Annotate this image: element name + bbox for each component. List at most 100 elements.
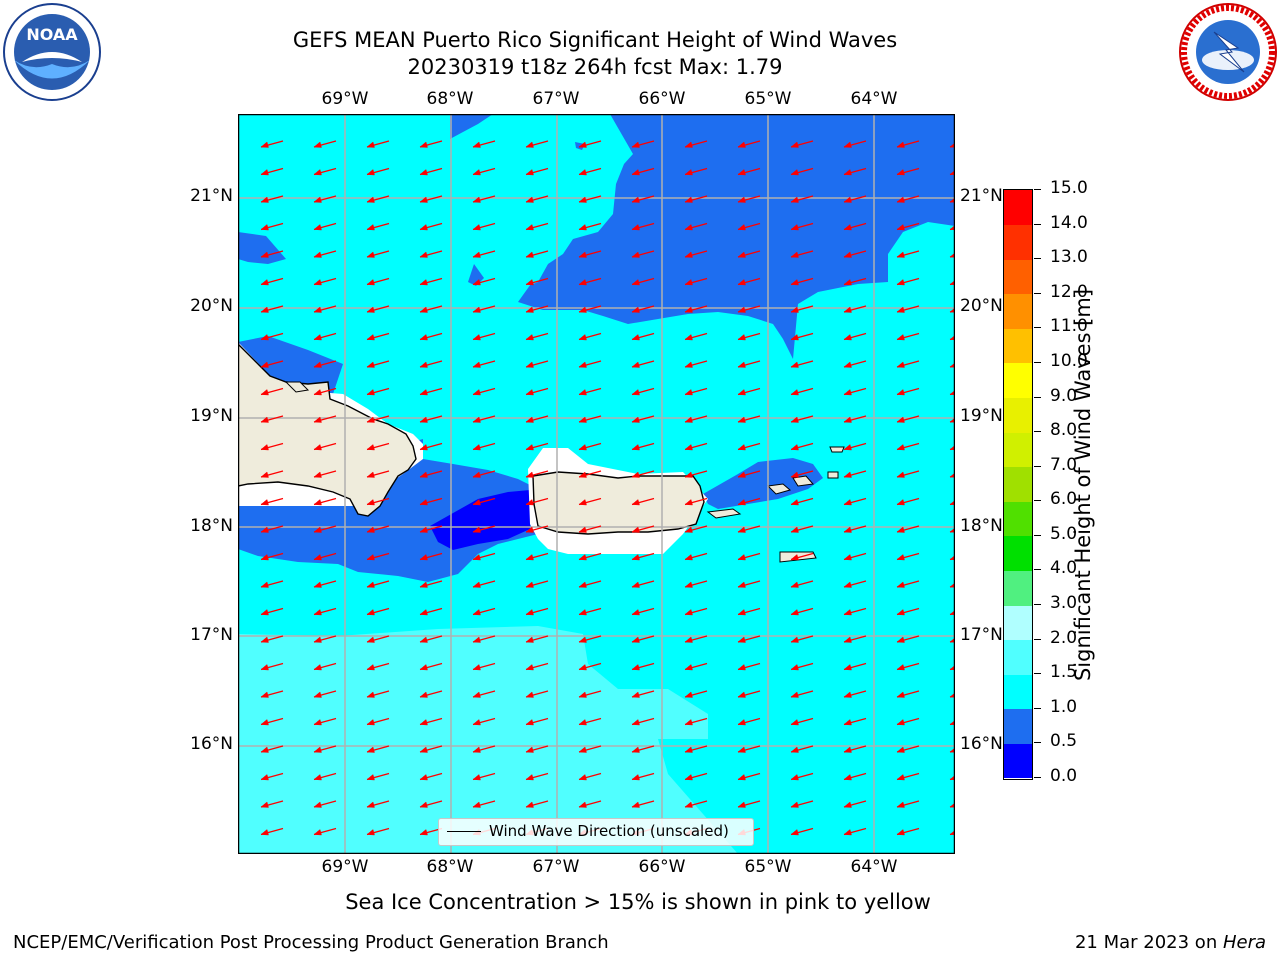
colorbar-tick-label: 0.5 bbox=[1050, 731, 1078, 752]
wave-arrow-head bbox=[472, 361, 481, 368]
wave-arrow-head bbox=[525, 499, 534, 506]
wave-arrow-head bbox=[896, 141, 905, 148]
wave-arrow-head bbox=[684, 664, 693, 671]
wave-arrow-head bbox=[631, 169, 640, 176]
lon-label: 65°W bbox=[744, 857, 792, 877]
wave-arrow-head bbox=[843, 169, 852, 176]
wave-arrow-head bbox=[260, 224, 269, 231]
lon-label: 66°W bbox=[638, 857, 686, 877]
wave-field-blue-vi bbox=[703, 458, 823, 509]
wave-arrow-head bbox=[684, 306, 693, 313]
colorbar-tick-mark bbox=[1034, 638, 1041, 640]
wave-arrow-head bbox=[578, 554, 587, 561]
lat-label: 18°N bbox=[960, 516, 1003, 536]
wave-arrow-head bbox=[260, 416, 269, 423]
wave-arrow-head bbox=[260, 499, 269, 506]
wave-arrow-head bbox=[419, 746, 428, 753]
wave-arrow-head bbox=[631, 444, 640, 451]
wave-arrow-head bbox=[525, 444, 534, 451]
wave-arrow-head bbox=[790, 444, 799, 451]
wave-field-blue-north bbox=[518, 114, 955, 359]
wave-arrow-head bbox=[684, 361, 693, 368]
colorbar-tick-label: 9.0 bbox=[1050, 385, 1078, 406]
wave-arrow-head bbox=[313, 279, 322, 286]
wave-arrow-head bbox=[737, 306, 746, 313]
wave-arrow-head bbox=[313, 471, 322, 478]
wave-arrow-head bbox=[472, 389, 481, 396]
wave-arrow-head bbox=[790, 774, 799, 781]
wave-arrow-head bbox=[790, 581, 799, 588]
colorbar-tick-label: 3.0 bbox=[1050, 593, 1078, 614]
legend-label: Wind Wave Direction (unscaled) bbox=[489, 822, 729, 840]
wave-arrow-head bbox=[260, 169, 269, 176]
wave-arrow-head bbox=[843, 609, 852, 616]
colorbar-tick-mark bbox=[1034, 500, 1041, 502]
nws-logo bbox=[1178, 2, 1278, 102]
wave-arrow-head bbox=[684, 499, 693, 506]
wave-arrow-head bbox=[366, 774, 375, 781]
wave-arrow-head bbox=[737, 471, 746, 478]
wave-arrow-head bbox=[366, 389, 375, 396]
wave-arrow-head bbox=[578, 746, 587, 753]
colorbar-tick-mark bbox=[1034, 327, 1041, 329]
wave-arrow-head bbox=[790, 554, 799, 561]
wave-arrow-head bbox=[790, 471, 799, 478]
wave-arrow-head bbox=[896, 664, 905, 671]
wave-arrow-head bbox=[366, 829, 375, 836]
wave-arrow-head bbox=[631, 141, 640, 148]
wave-arrow-head bbox=[790, 251, 799, 258]
wave-arrow-head bbox=[896, 416, 905, 423]
wave-arrow-head bbox=[472, 801, 481, 808]
colorbar-tick-mark bbox=[1034, 396, 1041, 398]
wave-arrow-head bbox=[260, 279, 269, 286]
wave-arrow-head bbox=[843, 224, 852, 231]
land-sombrero bbox=[829, 446, 845, 453]
wave-arrow-head bbox=[366, 416, 375, 423]
wave-arrow-head bbox=[525, 224, 534, 231]
colorbar-tick-label: 10.0 bbox=[1050, 350, 1088, 371]
colorbar-bin bbox=[1004, 397, 1032, 433]
colorbar-tick-mark bbox=[1034, 465, 1041, 467]
wave-arrow-head bbox=[313, 251, 322, 258]
wave-arrow-head bbox=[525, 306, 534, 313]
colorbar-bin bbox=[1004, 466, 1032, 502]
wave-arrow-head bbox=[472, 581, 481, 588]
wave-arrow-head bbox=[313, 636, 322, 643]
wave-arrow-head bbox=[472, 141, 481, 148]
wave-arrow-head bbox=[260, 196, 269, 203]
wave-arrow-head bbox=[525, 416, 534, 423]
wave-arrow-head bbox=[313, 526, 322, 533]
wave-arrow-head bbox=[313, 664, 322, 671]
wave-arrow-head bbox=[419, 196, 428, 203]
wave-arrow-head bbox=[525, 774, 534, 781]
wave-arrow-head bbox=[366, 581, 375, 588]
wave-arrow-head bbox=[366, 691, 375, 698]
lon-label: 64°W bbox=[850, 89, 898, 109]
wave-arrow-head bbox=[684, 691, 693, 698]
colorbar-label: Significant Height of Wind Waves [m] bbox=[1071, 288, 1095, 682]
lon-label: 69°W bbox=[321, 857, 369, 877]
chart-subtitle: 20230319 t18z 264h fcst Max: 1.79 bbox=[407, 55, 783, 79]
wave-arrow-head bbox=[790, 801, 799, 808]
wave-arrow-head bbox=[419, 169, 428, 176]
wave-arrow-head bbox=[260, 444, 269, 451]
wave-arrow-head bbox=[790, 829, 799, 836]
legend-line-icon bbox=[447, 831, 481, 832]
wave-field-blue-nw bbox=[450, 114, 493, 139]
wave-arrow-head bbox=[313, 141, 322, 148]
wave-arrow-head bbox=[790, 389, 799, 396]
wave-arrow-head bbox=[684, 416, 693, 423]
wave-arrow-head bbox=[631, 526, 640, 533]
wave-arrow-head bbox=[260, 636, 269, 643]
wave-arrow-head bbox=[896, 279, 905, 286]
colorbar-bin bbox=[1004, 674, 1032, 710]
wave-arrow-head bbox=[366, 746, 375, 753]
wave-arrow-head bbox=[631, 636, 640, 643]
wave-arrow-head bbox=[366, 801, 375, 808]
wave-arrow-head bbox=[260, 801, 269, 808]
wave-arrow-head bbox=[737, 691, 746, 698]
wave-arrow-head bbox=[790, 499, 799, 506]
colorbar-tick-mark bbox=[1034, 777, 1041, 778]
wave-arrow-head bbox=[896, 526, 905, 533]
wave-arrow-head bbox=[896, 774, 905, 781]
